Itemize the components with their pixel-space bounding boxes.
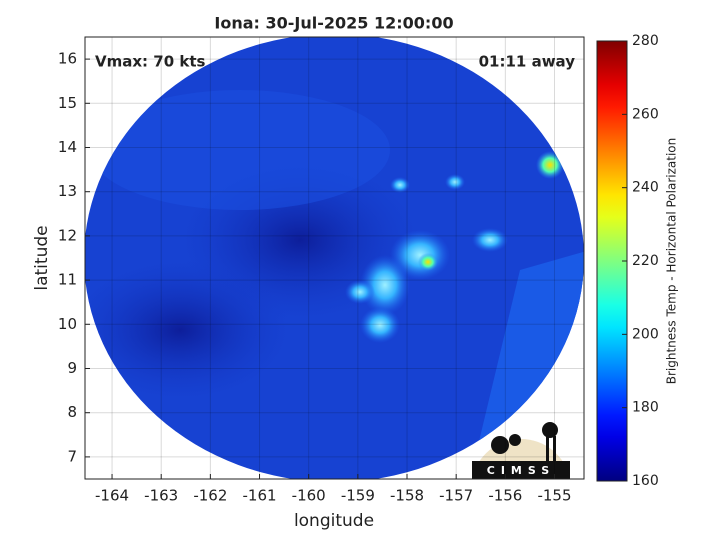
- colorbar-tick-label: 240: [632, 180, 659, 196]
- y-tick-label: 16: [58, 50, 77, 68]
- colorbar-label: Brightness Temp - Horizontal Polarizatio…: [665, 138, 679, 385]
- colorbar-tick-label: 260: [632, 106, 659, 122]
- x-tick-label: -161: [243, 487, 277, 505]
- y-tick-label: 11: [58, 271, 77, 289]
- x-tick-label: -159: [341, 487, 375, 505]
- y-tick-label: 13: [58, 182, 77, 200]
- x-tick-label: -155: [537, 487, 571, 505]
- colorbar-tick-label: 160: [632, 473, 659, 489]
- y-tick-label: 8: [67, 403, 77, 421]
- x-tick-label: -163: [144, 487, 178, 505]
- colorbar-tick-label: 220: [632, 253, 659, 269]
- colorbar-tick-label: 200: [632, 326, 659, 342]
- y-tick-label: 15: [58, 94, 77, 112]
- logo: CIMSS: [472, 422, 570, 479]
- x-tick-label: -157: [439, 487, 473, 505]
- annotation: 01:11 away: [479, 53, 576, 71]
- y-tick-label: 10: [58, 315, 77, 333]
- y-tick-label: 14: [58, 138, 77, 156]
- y-tick-label: 7: [67, 447, 77, 465]
- x-tick-label: -162: [193, 487, 227, 505]
- x-tick-label: -156: [488, 487, 522, 505]
- annotation: Vmax: 70 kts: [95, 53, 205, 71]
- x-tick-label: -160: [292, 487, 326, 505]
- x-axis-label: longitude: [294, 511, 374, 531]
- colorbar-tick-label: 280: [632, 33, 659, 49]
- x-tick-label: -164: [95, 487, 129, 505]
- chart-title: Iona: 30-Jul-2025 12:00:00: [214, 14, 453, 33]
- plot-frame: [84, 36, 585, 480]
- satellite-image: CIMSS: [85, 37, 584, 479]
- y-tick-label: 9: [67, 359, 77, 377]
- logo-text: CIMSS: [487, 464, 555, 477]
- y-tick-label: 12: [58, 226, 77, 244]
- y-axis-label: latitude: [32, 225, 52, 290]
- colorbar-tick-label: 180: [632, 400, 659, 416]
- x-tick-label: -158: [390, 487, 424, 505]
